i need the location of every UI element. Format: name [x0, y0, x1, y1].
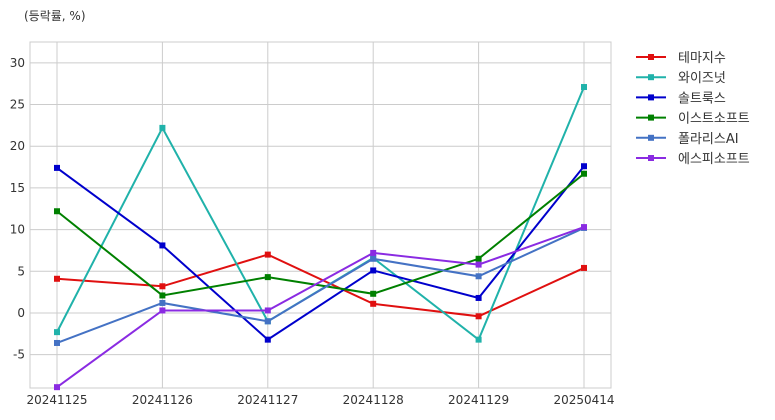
y-tick-label: 15	[10, 181, 25, 195]
y-tick-label: 25	[10, 98, 25, 112]
data-point	[475, 313, 482, 320]
data-point	[475, 336, 482, 343]
legend-label: 솔트룩스	[678, 91, 726, 106]
data-point	[54, 164, 60, 171]
series-line	[56, 253, 585, 318]
y-tick-label: 0	[17, 306, 25, 320]
y-tick-label: 30	[10, 56, 25, 70]
y-tick-label: 20	[10, 139, 25, 153]
legend-item: 테마지수	[636, 51, 726, 66]
x-tick-label: 20250414	[553, 393, 614, 407]
x-tick-label: 20241125	[26, 393, 87, 407]
legend-item: 이스트소프트	[636, 112, 750, 127]
data-point	[159, 242, 166, 249]
data-point	[159, 292, 166, 299]
legend-item: 솔트룩스	[636, 91, 726, 106]
legend-label: 테마지수	[678, 51, 726, 66]
data-point	[159, 299, 166, 306]
data-point	[370, 300, 377, 307]
y-tick-label: -5	[13, 348, 25, 362]
legend-label: 폴라리스AI	[678, 132, 739, 147]
data-point	[370, 255, 377, 262]
y-tick-label: 10	[10, 223, 25, 237]
legend-label: 이스트소프트	[678, 112, 750, 127]
legend-marker	[648, 54, 654, 60]
data-point	[54, 208, 60, 215]
legend-marker	[648, 134, 654, 141]
data-point	[54, 275, 60, 282]
data-point	[370, 290, 377, 297]
data-point	[264, 307, 271, 314]
data-point	[581, 163, 587, 170]
data-point	[370, 249, 377, 256]
x-tick-label: 20241127	[237, 393, 298, 407]
series	[54, 251, 587, 320]
x-tick-label: 20241126	[132, 393, 193, 407]
data-point	[159, 124, 166, 131]
legend-item: 폴라리스AI	[636, 132, 739, 147]
series	[54, 224, 587, 391]
series-group	[54, 84, 587, 391]
series	[54, 170, 587, 299]
x-tick-label: 20241129	[448, 393, 509, 407]
series-line	[56, 165, 585, 341]
data-point	[581, 84, 587, 91]
data-point	[264, 318, 271, 325]
series-line	[56, 86, 585, 342]
legend-item: 와이즈넛	[636, 71, 726, 86]
data-point	[159, 307, 166, 314]
data-point	[54, 384, 60, 391]
data-point	[475, 261, 482, 268]
legend-marker	[648, 94, 654, 101]
series	[54, 163, 587, 343]
data-point	[581, 224, 587, 231]
data-point	[581, 264, 587, 271]
series-line	[56, 227, 585, 344]
data-point	[370, 267, 377, 274]
plot-frame	[29, 41, 612, 389]
legend-marker	[648, 74, 654, 81]
legend-label: 에스피소프트	[678, 152, 750, 167]
legend-item: 에스피소프트	[636, 152, 750, 167]
data-point	[475, 294, 482, 301]
data-point	[581, 170, 587, 177]
legend-marker	[648, 155, 654, 161]
legend-label: 와이즈넛	[678, 71, 726, 86]
data-point	[264, 251, 271, 258]
data-point	[475, 273, 482, 280]
grid-lines	[30, 42, 611, 388]
axes: -5 0 5 10 15 20 25 30 20241125 20241126 20241127 20…	[10, 41, 615, 407]
series-line	[56, 172, 585, 297]
data-point	[159, 283, 166, 290]
data-point	[54, 329, 60, 336]
data-point	[264, 336, 271, 343]
x-tick-label: 20241128	[343, 393, 404, 407]
y-unit-label: (등락률, %)	[24, 9, 86, 23]
series-line	[56, 226, 585, 388]
data-point	[54, 339, 60, 346]
data-point	[264, 274, 271, 281]
legend-marker	[648, 114, 654, 121]
y-tick-label: 5	[17, 264, 25, 278]
data-point	[475, 255, 482, 262]
